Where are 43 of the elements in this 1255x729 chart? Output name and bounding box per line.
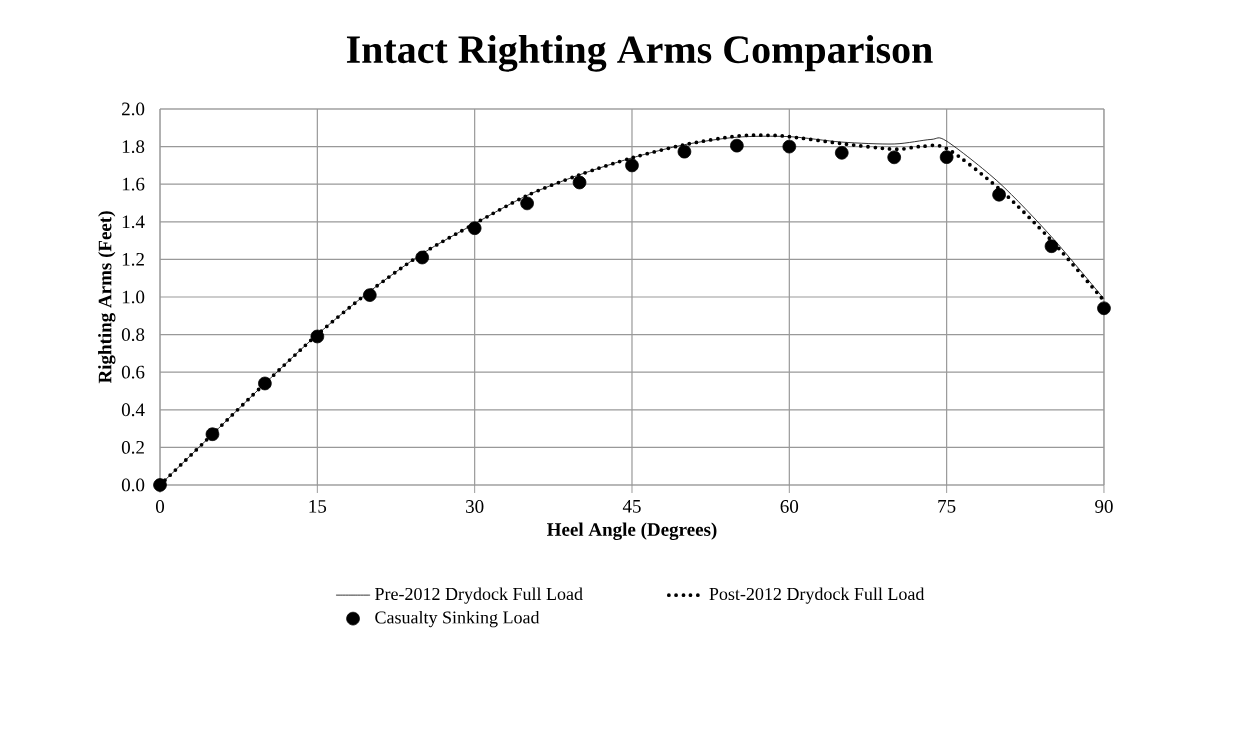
point [677, 144, 692, 159]
x-tick-label: 60 [780, 500, 799, 513]
legend-label: Post-2012 Drydock Full Load [709, 587, 925, 604]
y-tick-label: 0.0 [121, 478, 145, 492]
x-tick-label: 0 [155, 500, 165, 513]
x-tick-label: 30 [466, 500, 484, 513]
y-tick-label: 0.4 [121, 403, 145, 417]
point [939, 150, 954, 164]
y-tick-label: 1.2 [122, 252, 144, 266]
chart-title: Intact Righting Arms Comparison [346, 35, 933, 72]
y-tick-label: 1.6 [122, 177, 145, 191]
point [258, 376, 272, 391]
point [362, 288, 377, 302]
y-tick-label: 0.6 [121, 365, 145, 379]
point [153, 478, 167, 492]
point [310, 329, 325, 344]
x-tick-label: 90 [1095, 500, 1113, 513]
point [572, 175, 587, 190]
point [887, 150, 901, 165]
point [520, 196, 534, 211]
point [834, 146, 849, 160]
point [415, 250, 430, 265]
legend-label: Casualty Sinking Load [375, 610, 540, 628]
point [992, 187, 1006, 202]
point [730, 138, 744, 153]
y-tick-label: 2.0 [122, 102, 145, 116]
y-tick-label: 1.0 [122, 290, 145, 304]
x-axis-title: Heel Angle (Degrees) [547, 522, 717, 540]
point [205, 427, 220, 442]
x-tick-label: 15 [309, 500, 327, 513]
y-axis-title: Righting Arms (Feet) [98, 211, 116, 384]
y-tick-label: 1.8 [122, 140, 145, 154]
point [1044, 239, 1059, 254]
y-tick-label: 0.8 [121, 328, 145, 342]
y-tick-label: 0.2 [121, 440, 144, 454]
y-tick-label: 1.4 [122, 215, 145, 229]
x-tick-label: 45 [622, 500, 641, 513]
point [625, 158, 639, 173]
x-tick-label: 75 [938, 500, 956, 513]
point [782, 139, 797, 154]
legend-label: Pre-2012 Drydock Full Load [375, 587, 583, 604]
point [467, 221, 482, 235]
point [1097, 301, 1111, 316]
